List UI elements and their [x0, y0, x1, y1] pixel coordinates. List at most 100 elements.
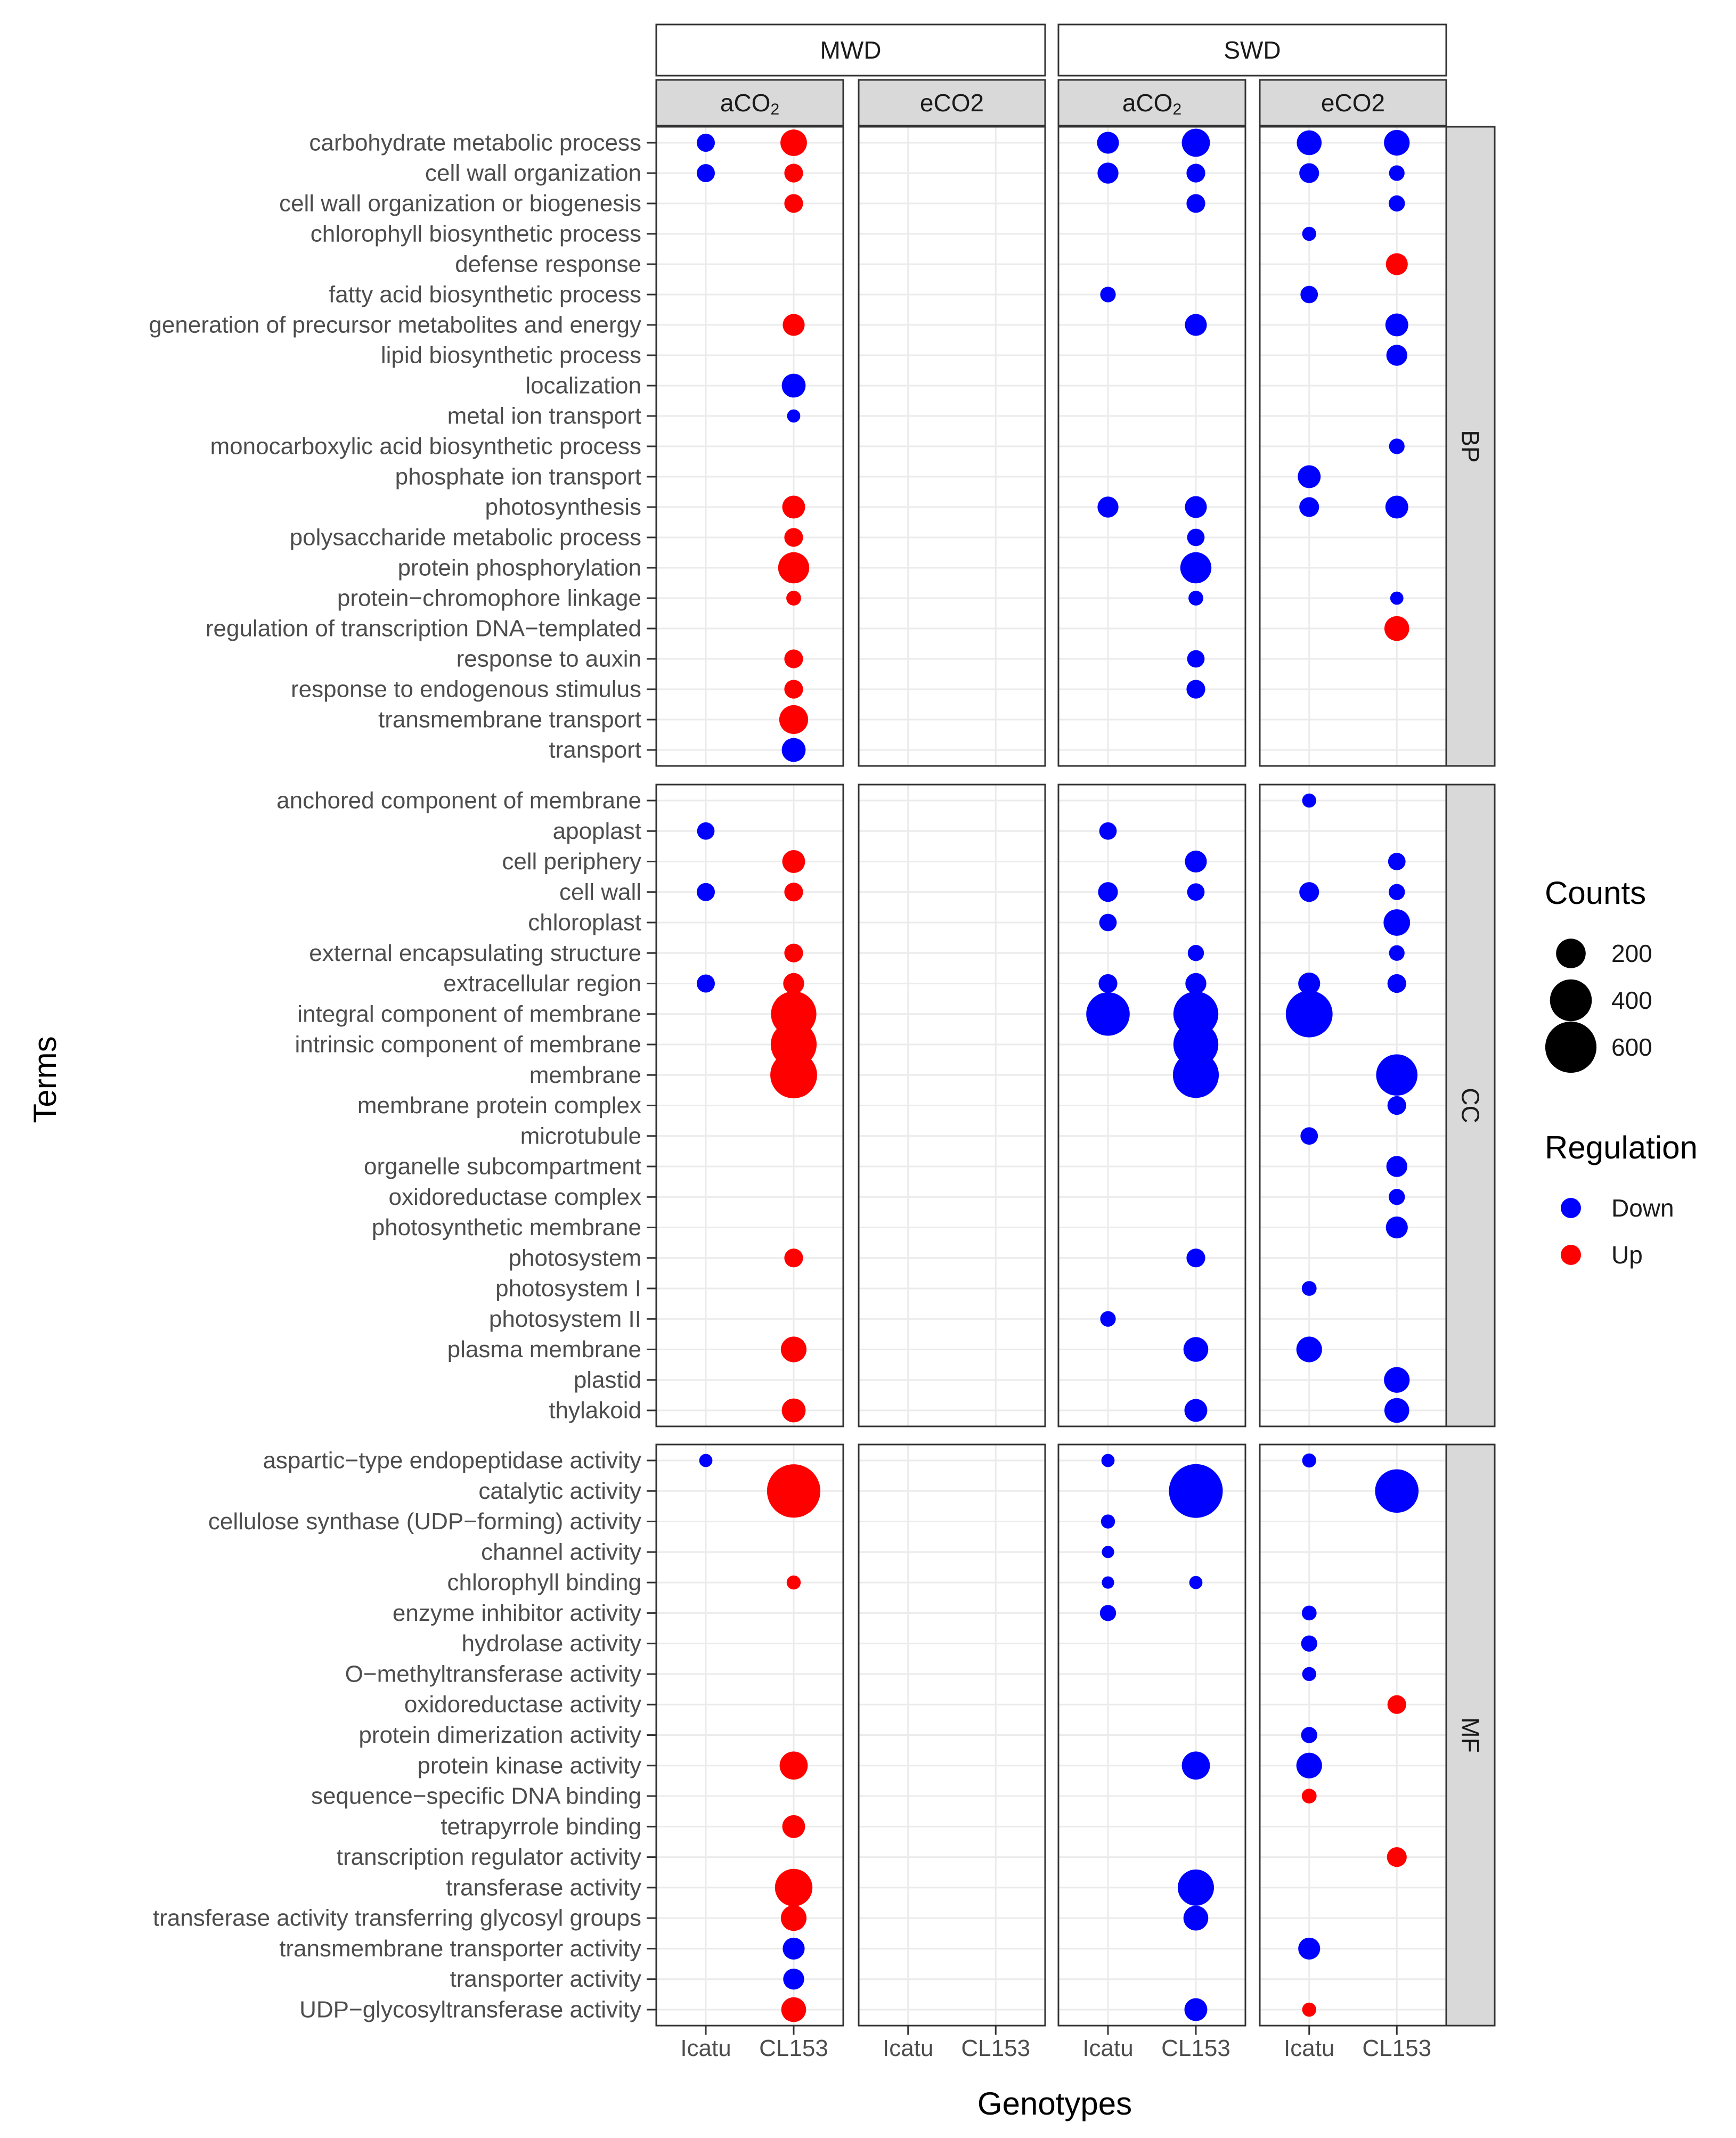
point-catalytic-activity-swd-aco2-cl153 [1169, 1464, 1223, 1518]
point-chlorophyll-binding-swd-aco2-cl153 [1189, 1576, 1203, 1589]
term-label-cellulose-synthase-udp-forming-activity: cellulose synthase (UDP−forming) activit… [208, 1508, 641, 1535]
point-catalytic-activity-mwd-aco2-cl153 [767, 1464, 821, 1518]
panel-bp-2 [858, 126, 1046, 767]
point-phosphate-ion-transport-swd-eco2-icatu [1298, 465, 1321, 488]
panel-border [1057, 784, 1246, 1427]
term-label-photosystem-i: photosystem I [495, 1276, 641, 1302]
strip-layer: BP CC MF MWD SWD aCO2 eCO2 aCO2 eCO2 [655, 23, 1496, 2027]
point-carbohydrate-metabolic-process-swd-eco2-icatu [1297, 130, 1322, 156]
row-strip-label: CC [1457, 1088, 1485, 1123]
point-thylakoid-swd-aco2-cl153 [1184, 1399, 1208, 1422]
term-label-lipid-biosynthetic-process: lipid biosynthetic process [381, 342, 641, 369]
panel-border [858, 1443, 1046, 2027]
term-label-catalytic-activity: catalytic activity [478, 1478, 641, 1504]
point-cell-wall-organization-mwd-aco2-icatu [697, 164, 715, 182]
term-label-localization: localization [525, 373, 641, 399]
term-label-microtubule: microtubule [520, 1123, 641, 1149]
legend-size-key [1545, 1021, 1597, 1073]
term-label-apoplast: apoplast [553, 818, 641, 844]
term-label-aspartic-type-endopeptidase-activity: aspartic−type endopeptidase activity [263, 1448, 641, 1474]
point-enzyme-inhibitor-activity-swd-eco2-icatu [1301, 1605, 1317, 1621]
point-plasma-membrane-swd-aco2-cl153 [1183, 1337, 1209, 1362]
term-label-cell-wall-organization: cell wall organization [425, 160, 641, 186]
x-tick-label: CL153 [1161, 2035, 1230, 2061]
point-transmembrane-transport-mwd-aco2-cl153 [779, 705, 809, 735]
point-chlorophyll-biosynthetic-process-swd-eco2-icatu [1302, 226, 1316, 241]
term-label-photosystem: photosystem [509, 1245, 641, 1271]
term-label-membrane-protein-complex: membrane protein complex [357, 1092, 641, 1119]
term-label-monocarboxylic-acid-biosynthetic-process: monocarboxylic acid biosynthetic process [210, 434, 642, 460]
point-extracellular-region-mwd-aco2-icatu [697, 974, 715, 993]
legend-counts-title: Counts [1545, 875, 1646, 911]
point-external-encapsulating-structure-swd-eco2-cl153 [1389, 945, 1405, 961]
point-membrane-mwd-aco2-cl153 [770, 1051, 817, 1099]
term-label-protein-phosphorylation: protein phosphorylation [398, 555, 641, 581]
legend-size-label: 200 [1611, 940, 1652, 967]
group-strip-swd [1057, 23, 1447, 77]
point-cell-wall-swd-eco2-icatu [1299, 882, 1319, 902]
point-chloroplast-swd-eco2-cl153 [1383, 909, 1411, 936]
group-strip-label: SWD [1224, 36, 1281, 64]
term-label-hydrolase-activity: hydrolase activity [462, 1630, 641, 1656]
point-extracellular-region-swd-aco2-icatu [1098, 974, 1118, 993]
condition-strip-label: eCO2 [920, 89, 984, 117]
panel-border [1057, 126, 1246, 767]
term-label-protein-dimerization-activity: protein dimerization activity [358, 1722, 641, 1748]
legend-color-key-up [1561, 1245, 1581, 1265]
group-strip-label: MWD [820, 36, 882, 64]
legend-size-label: 600 [1611, 1033, 1652, 1061]
panel-bp-3 [1057, 126, 1246, 767]
point-cell-periphery-swd-eco2-cl153 [1388, 853, 1406, 870]
point-monocarboxylic-acid-biosynthetic-process-swd-eco2-cl153 [1389, 438, 1405, 454]
group-strip-mwd [655, 23, 1046, 77]
point-transmembrane-transporter-activity-mwd-aco2-cl153 [783, 1937, 805, 1960]
term-label-integral-component-of-membrane: integral component of membrane [297, 1001, 641, 1027]
point-o-methyltransferase-activity-swd-eco2-icatu [1302, 1667, 1316, 1682]
x-tick-label: CL153 [759, 2035, 828, 2061]
term-label-membrane: membrane [529, 1062, 641, 1088]
term-label-external-encapsulating-structure: external encapsulating structure [309, 940, 641, 966]
point-cell-wall-organization-or-biogenesis-swd-eco2-cl153 [1389, 195, 1405, 212]
term-label-carbohydrate-metabolic-process: carbohydrate metabolic process [309, 130, 641, 156]
row-strip-bp [1445, 126, 1496, 767]
term-label-udp-glycosyltransferase-activity: UDP−glycosyltransferase activity [299, 1997, 641, 2023]
point-photosystem-ii-swd-aco2-icatu [1100, 1311, 1116, 1327]
point-protein-dimerization-activity-swd-eco2-icatu [1301, 1727, 1317, 1743]
point-polysaccharide-metabolic-process-swd-aco2-cl153 [1187, 528, 1205, 546]
term-label-transcription-regulator-activity: transcription regulator activity [337, 1844, 641, 1870]
point-protein-phosphorylation-mwd-aco2-cl153 [778, 552, 810, 584]
point-carbohydrate-metabolic-process-mwd-aco2-icatu [697, 134, 715, 152]
point-carbohydrate-metabolic-process-swd-eco2-cl153 [1384, 129, 1410, 156]
term-label-fatty-acid-biosynthetic-process: fatty acid biosynthetic process [329, 282, 641, 308]
term-label-extracellular-region: extracellular region [443, 970, 641, 997]
point-anchored-component-of-membrane-swd-eco2-icatu [1302, 793, 1316, 808]
point-udp-glycosyltransferase-activity-mwd-aco2-cl153 [781, 1997, 806, 2022]
term-label-o-methyltransferase-activity: O−methyltransferase activity [345, 1661, 641, 1687]
term-label-protein-chromophore-linkage: protein−chromophore linkage [337, 585, 641, 611]
legend: Counts 200 400 600 Regulation Down Up [1545, 875, 1698, 1269]
point-cell-wall-organization-or-biogenesis-swd-aco2-cl153 [1186, 194, 1205, 213]
point-photosystem-i-swd-eco2-icatu [1301, 1281, 1317, 1296]
term-label-defense-response: defense response [455, 251, 641, 278]
point-plastid-swd-eco2-cl153 [1384, 1367, 1410, 1393]
point-plasma-membrane-mwd-aco2-cl153 [780, 1336, 807, 1362]
point-carbohydrate-metabolic-process-mwd-aco2-cl153 [780, 129, 807, 156]
point-oxidoreductase-activity-swd-eco2-cl153 [1387, 1695, 1406, 1714]
point-transferase-activity-transferring-glycosyl-groups-swd-aco2-cl153 [1183, 1905, 1209, 1931]
point-protein-chromophore-linkage-mwd-aco2-cl153 [786, 591, 801, 606]
x-axis: Icatu CL153 Icatu CL153 Icatu CL153 Icatu CL153 [680, 2026, 1431, 2061]
point-cell-periphery-mwd-aco2-cl153 [782, 850, 805, 873]
term-labels: carbohydrate metabolic process cell wall … [149, 130, 656, 2023]
point-cell-wall-mwd-aco2-cl153 [784, 883, 803, 902]
x-tick-label: Icatu [1082, 2035, 1133, 2061]
x-tick-label: Icatu [1284, 2035, 1334, 2061]
point-membrane-swd-eco2-cl153 [1376, 1054, 1418, 1096]
term-label-chlorophyll-binding: chlorophyll binding [447, 1570, 641, 1596]
term-label-photosynthesis: photosynthesis [485, 494, 641, 520]
point-extracellular-region-mwd-aco2-cl153 [783, 973, 804, 994]
panel-layer [655, 126, 1447, 2027]
panel-cc-4 [1259, 784, 1447, 1427]
panel-mf-3 [1057, 1443, 1246, 2027]
row-strip-label: BP [1457, 430, 1485, 462]
point-cell-wall-organization-swd-eco2-cl153 [1389, 165, 1405, 181]
